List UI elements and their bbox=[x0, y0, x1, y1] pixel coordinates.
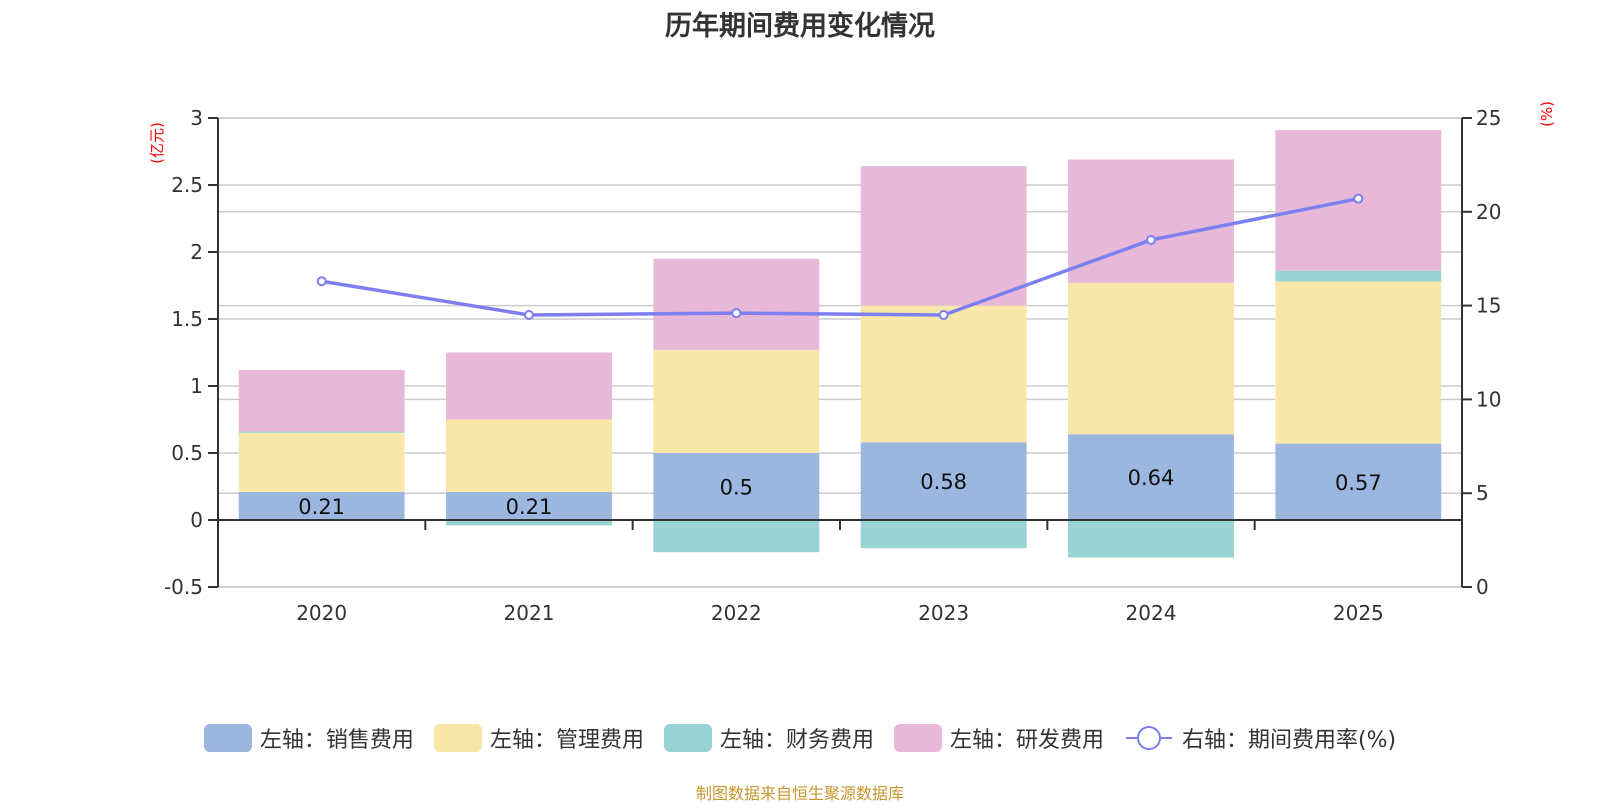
x-axis-tick-label: 2020 bbox=[296, 601, 347, 625]
bar-segment bbox=[238, 369, 405, 432]
legend-swatch-admin bbox=[433, 724, 482, 752]
x-axis-tick-label: 2025 bbox=[1333, 601, 1384, 625]
expense-ratio-point bbox=[1146, 234, 1156, 245]
expense-ratio-point bbox=[938, 309, 949, 320]
bar-segment bbox=[860, 305, 1027, 443]
bar-segment bbox=[238, 491, 405, 520]
source-note: 制图数据来自恒生聚源数据库 bbox=[695, 784, 904, 803]
bar-segment bbox=[653, 258, 820, 350]
right-axis-unit-label: (%) bbox=[1538, 101, 1556, 127]
legend-swatch-rnd bbox=[893, 724, 942, 752]
right-axis-tick-label: 15 bbox=[1476, 294, 1501, 318]
bar-segment bbox=[1275, 443, 1442, 520]
left-axis-tick-label: 3 bbox=[190, 106, 203, 130]
right-axis-tick-label: 20 bbox=[1476, 200, 1501, 224]
left-axis-tick-label: -0.5 bbox=[164, 575, 203, 599]
x-axis-tick-label: 2023 bbox=[918, 601, 969, 625]
bar-segment bbox=[238, 432, 405, 492]
bar-segment bbox=[446, 520, 612, 526]
expense-ratio-point bbox=[316, 276, 327, 287]
left-axis-unit-label: (亿元) bbox=[148, 122, 166, 164]
left-axis-tick-label: 2.5 bbox=[171, 173, 203, 197]
bar-segment bbox=[446, 491, 612, 520]
expense-ratio-point bbox=[731, 308, 742, 319]
bar-segment bbox=[860, 520, 1027, 549]
bar-segment bbox=[1275, 281, 1442, 444]
legend-item-finance[interactable]: 左轴：财务费用 bbox=[663, 722, 874, 754]
expense-ratio-line bbox=[321, 196, 1359, 317]
legend-label: 左轴：财务费用 bbox=[719, 728, 874, 753]
bar-segment bbox=[860, 442, 1027, 520]
line-circle-icon bbox=[1125, 726, 1172, 750]
left-axis-tick-label: 0 bbox=[190, 508, 203, 532]
bar-segment bbox=[446, 352, 612, 420]
bar-series bbox=[238, 130, 1442, 558]
chart-title: 历年期间费用变化情况 bbox=[665, 11, 935, 42]
x-axis-tick-label: 2024 bbox=[1126, 601, 1177, 625]
legend-label: 左轴：研发费用 bbox=[949, 728, 1104, 753]
grid-lines bbox=[218, 117, 1462, 588]
right-axis-tick-label: 10 bbox=[1476, 387, 1501, 411]
legend-swatch-sales bbox=[203, 724, 252, 752]
right-axis-tick-label: 5 bbox=[1476, 481, 1489, 505]
expense-ratio-point bbox=[524, 309, 534, 320]
left-axis-tick-label: 2 bbox=[190, 240, 203, 264]
x-axis-tick-label: 2022 bbox=[711, 601, 762, 625]
left-axis-tick-label: 0.5 bbox=[171, 441, 203, 465]
bar-data-label: 0.5 bbox=[720, 476, 753, 500]
legend-swatch-finance bbox=[663, 724, 712, 752]
bar-segment bbox=[653, 349, 820, 453]
line-series bbox=[316, 193, 1364, 320]
bar-data-label: 0.58 bbox=[920, 470, 967, 494]
bar-segment bbox=[653, 520, 820, 553]
left-axis-tick-label: 1.5 bbox=[171, 307, 203, 331]
data-labels: 0.21 0.21 0.5 0.58 0.64 0.57 bbox=[298, 466, 1381, 519]
bar-data-label: 0.64 bbox=[1128, 466, 1175, 490]
bar-data-label: 0.21 bbox=[506, 495, 553, 519]
bar-segment bbox=[446, 419, 612, 492]
legend-label: 左轴：销售费用 bbox=[259, 728, 414, 753]
bar-data-label: 0.57 bbox=[1335, 471, 1382, 495]
bar-segment bbox=[1068, 282, 1234, 435]
legend-item-rnd[interactable]: 左轴：研发费用 bbox=[893, 722, 1104, 754]
x-axis-tick-label: 2021 bbox=[504, 601, 555, 625]
expense-ratio-point bbox=[1353, 193, 1364, 204]
legend: 左轴：销售费用 左轴：管理费用 左轴：财务费用 左轴：研发费用 右轴：期间费用率… bbox=[0, 722, 1600, 754]
right-axis-tick-label: 0 bbox=[1476, 575, 1489, 599]
right-axis-tick-label: 25 bbox=[1476, 106, 1501, 130]
bar-segment bbox=[1068, 434, 1234, 520]
bar-segment bbox=[1068, 159, 1234, 283]
bar-data-label: 0.21 bbox=[298, 495, 345, 519]
legend-item-expense-ratio[interactable]: 右轴：期间费用率(%) bbox=[1124, 722, 1396, 754]
bar-segment bbox=[653, 453, 820, 520]
legend-label: 左轴：管理费用 bbox=[489, 728, 644, 753]
bar-segment bbox=[860, 166, 1027, 306]
legend-item-admin[interactable]: 左轴：管理费用 bbox=[433, 722, 644, 754]
legend-item-sales[interactable]: 左轴：销售费用 bbox=[203, 722, 414, 754]
bar-segment bbox=[1068, 520, 1234, 558]
legend-label: 右轴：期间费用率(%) bbox=[1181, 728, 1397, 753]
left-axis-tick-label: 1 bbox=[190, 374, 203, 398]
bar-segment bbox=[238, 431, 405, 433]
bar-segment bbox=[1275, 270, 1442, 282]
